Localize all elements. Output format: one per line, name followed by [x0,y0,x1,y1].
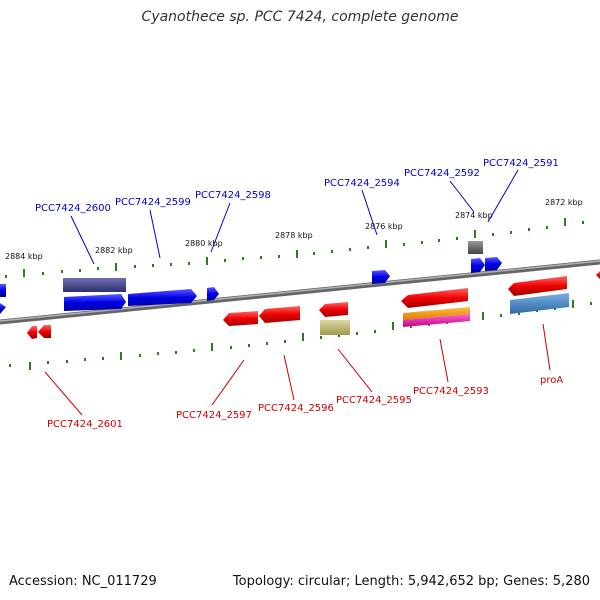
gene-arrow[interactable] [401,288,468,308]
tick-label: 2872 kbp [545,198,583,207]
gene-label[interactable]: PCC7424_2597 [176,410,252,421]
gene-label[interactable]: PCC7424_2601 [47,419,123,430]
tick-label: 2884 kbp [5,252,43,261]
topology-summary: Topology: circular; Length: 5,942,652 bp… [232,574,590,589]
gene-label[interactable]: proA [540,375,563,386]
gene-arrow[interactable] [38,325,51,338]
gene-arrow[interactable] [27,326,37,339]
gene-feature-steel[interactable] [510,293,569,314]
gene-arrow[interactable] [471,258,485,273]
forward-genes [0,241,502,314]
tick-label: 2876 kbp [365,222,403,231]
gene-arrow[interactable] [596,271,600,279]
gene-arrow[interactable] [0,303,6,314]
gene-feature-magenta[interactable] [403,314,470,327]
gene-label[interactable]: PCC7424_2596 [258,403,334,414]
gene-arrow[interactable] [207,287,219,301]
gene-label[interactable]: PCC7424_2593 [413,386,489,397]
gene-arrow[interactable] [485,257,502,271]
reverse-genes [27,271,600,339]
gene-label[interactable]: PCC7424_2600 [35,203,111,214]
gene-arrow[interactable] [508,276,567,296]
gene-label[interactable]: PCC7424_2595 [336,395,412,406]
gene-feature-gray[interactable] [468,241,483,254]
tick-label: 2882 kbp [95,246,133,255]
gene-feature-olive[interactable] [320,320,350,335]
gene-label[interactable]: PCC7424_2591 [483,158,559,169]
gene-arrow[interactable] [64,294,126,311]
gene-arrow[interactable] [128,289,197,306]
tick-label: 2880 kbp [185,239,223,248]
gene-arrow[interactable] [223,311,258,326]
gene-arrow[interactable] [259,306,300,323]
tick-label: 2878 kbp [275,231,313,240]
gene-arrow[interactable] [319,302,348,317]
genome-backbone [0,259,600,325]
gene-arrow[interactable] [372,270,390,284]
gene-feature-orange[interactable] [403,307,470,320]
upper-tick-row [5,218,584,278]
reverse-leader-lines [44,323,551,416]
genome-backbone-highlight [0,260,600,322]
gene-arrow[interactable] [0,284,6,297]
accession-text: Accession: NC_011729 [9,574,157,589]
gene-feature-navy[interactable] [63,278,126,292]
map-title: Cyanothece sp. PCC 7424, complete genome [141,9,459,25]
gene-label[interactable]: PCC7424_2598 [195,190,271,201]
gene-label[interactable]: PCC7424_2599 [115,197,191,208]
gene-label[interactable]: PCC7424_2592 [404,168,480,179]
tick-label: 2874 kbp [455,211,493,220]
forward-leader-lines [70,169,519,265]
gene-label[interactable]: PCC7424_2594 [324,178,400,189]
